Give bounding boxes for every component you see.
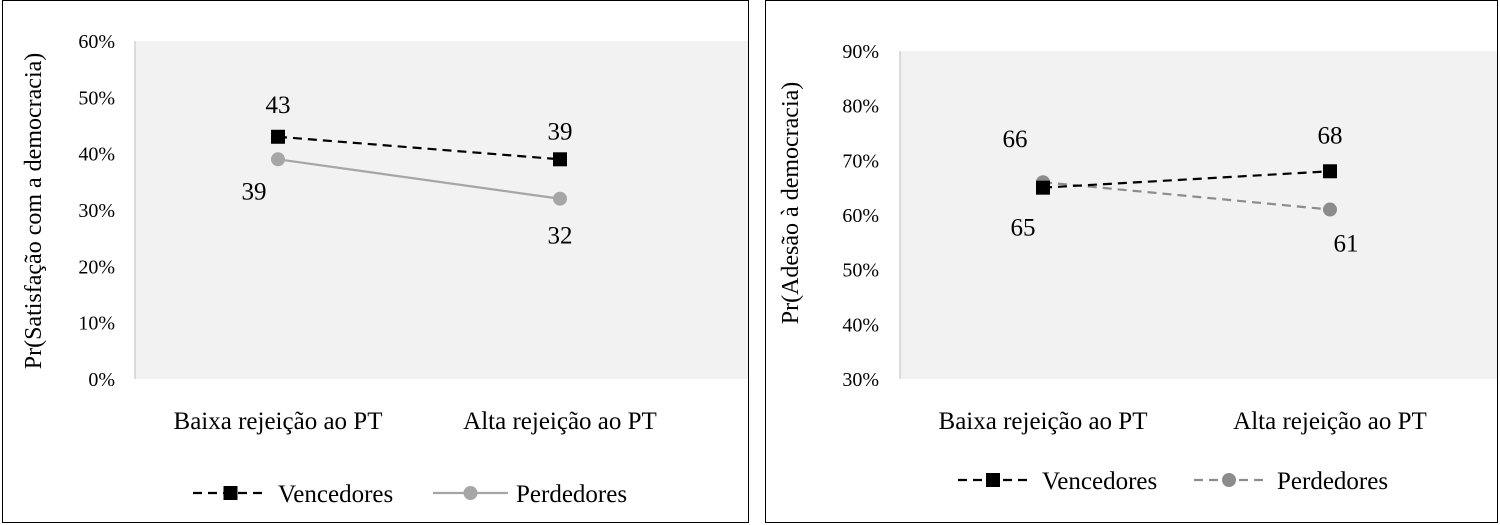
data-label-vencedores: 39	[548, 118, 573, 145]
y-tick-label: 40%	[78, 144, 115, 166]
series-line-perdedores	[277, 158, 561, 200]
plot-area	[135, 41, 748, 379]
x-category-label: Baixa rejeição ao PT	[939, 408, 1148, 435]
legend-marker-vencedores	[986, 473, 1000, 487]
y-tick-label: 90%	[842, 41, 879, 63]
y-tick-label: 30%	[842, 369, 879, 391]
y-tick-label: 40%	[842, 314, 879, 336]
y-tick-label: 60%	[78, 31, 115, 53]
x-category-label: Alta rejeição ao PT	[1233, 408, 1427, 435]
data-label-vencedores: 65	[1011, 215, 1036, 242]
data-label-perdedores: 61	[1334, 231, 1359, 258]
y-tick-label: 70%	[842, 150, 879, 172]
y-tick-label: 80%	[842, 96, 879, 118]
y-tick-label: 50%	[842, 260, 879, 282]
chart-panel-adesao: 30% 40% 50% 60% 70% 80% 90% Baixa rejeição ao P…	[765, 0, 1498, 523]
data-label-perdedores: 66	[1003, 126, 1028, 153]
legend-label-perdedores: Perdedores	[516, 481, 627, 508]
y-tick-label: 20%	[78, 256, 115, 278]
plot-area	[900, 51, 1497, 379]
chart-satisfacao: 0% 10% 20% 30% 40% 50% 60% Baixa rejeição ao PT…	[21, 31, 748, 508]
y-tick-label: 0%	[88, 369, 115, 391]
data-label-perdedores: 39	[242, 178, 267, 205]
legend-label-perdedores: Perdedores	[1277, 468, 1388, 495]
data-point-vencedores	[553, 152, 567, 167]
y-tick-label: 60%	[842, 205, 879, 227]
y-tick-label: 10%	[78, 313, 115, 335]
data-point-vencedores	[1323, 164, 1337, 179]
y-axis-title: Pr(Adesão à democracia)	[778, 82, 804, 325]
legend-marker-vencedores	[223, 486, 238, 500]
x-category-label: Alta rejeição ao PT	[463, 408, 657, 435]
data-label-vencedores: 43	[266, 92, 291, 119]
y-tick-label: 50%	[78, 87, 115, 109]
data-point-perdedores	[553, 191, 567, 206]
series-line-vencedores	[1042, 170, 1331, 189]
legend-label-vencedores: Vencedores	[1042, 468, 1157, 495]
data-label-vencedores: 68	[1318, 122, 1343, 149]
data-point-perdedores	[271, 152, 285, 167]
data-point-vencedores	[271, 129, 285, 144]
y-axis-title: Pr(Satisfação com a democracia)	[21, 53, 47, 370]
series-line-vencedores	[277, 135, 561, 161]
chart-adesao: 30% 40% 50% 60% 70% 80% 90% Baixa rejeição ao P…	[778, 41, 1497, 495]
data-point-perdedores	[1323, 202, 1337, 217]
y-tick-label: 30%	[78, 200, 115, 222]
x-category-label: Baixa rejeição ao PT	[174, 408, 383, 435]
legend-marker-perdedores	[1222, 473, 1236, 487]
data-label-perdedores: 32	[548, 223, 573, 250]
legend-label-vencedores: Vencedores	[278, 481, 393, 508]
series-line-perdedores	[1042, 181, 1331, 211]
data-point-vencedores	[1036, 180, 1050, 195]
chart-panel-satisfacao: 0% 10% 20% 30% 40% 50% 60% Baixa rejeição ao PT…	[2, 0, 749, 523]
legend-marker-perdedores	[463, 486, 478, 500]
